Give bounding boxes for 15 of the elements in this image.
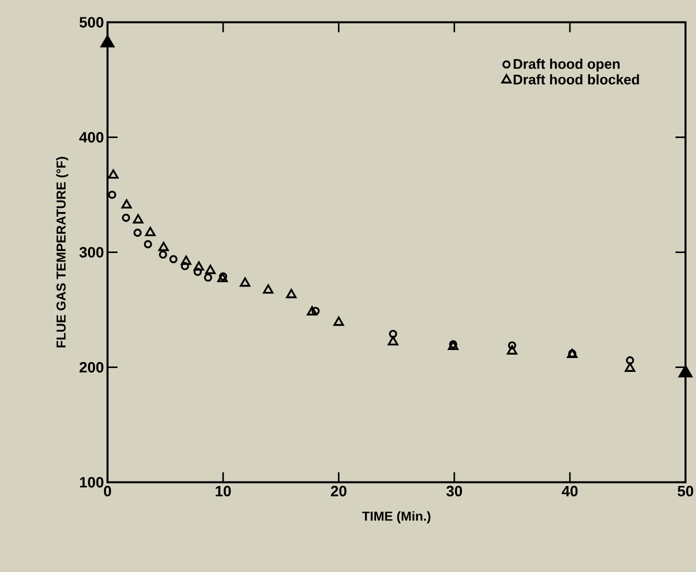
- x-tick-label: 0: [104, 486, 112, 496]
- x-tick-label: 30: [446, 486, 462, 496]
- y-tick-label: 100: [80, 476, 104, 488]
- x-axis-title: TIME (Min.): [362, 511, 430, 524]
- y-tick-label: 500: [80, 16, 104, 28]
- legend-label: Draft hood open: [514, 58, 620, 72]
- y-tick-label: 300: [79, 246, 104, 258]
- x-tick-label: 20: [330, 486, 346, 496]
- legend-label: Draft hood blocked: [514, 74, 639, 85]
- y-axis-title: FLUE GAS TEMPERATURE (°F): [56, 156, 68, 348]
- x-tick-label: 40: [562, 486, 578, 496]
- x-tick-label: 10: [216, 486, 231, 496]
- y-tick-label: 200: [80, 362, 104, 373]
- x-tick-label: 50: [678, 486, 694, 496]
- y-tick-label: 400: [79, 132, 104, 143]
